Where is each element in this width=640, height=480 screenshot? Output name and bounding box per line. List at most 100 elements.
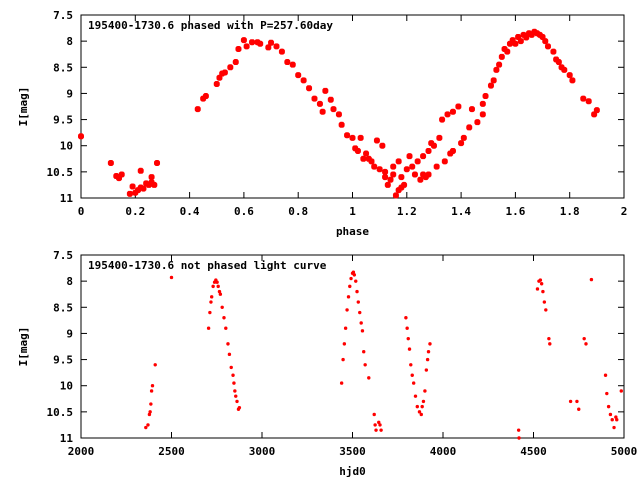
x-axis-label: hjd0 bbox=[339, 465, 366, 478]
unphased-light-curve-panel: 7.5 8 8.5 9 9.5 10 10.5 11 2000 2500 3000 3500 4000… bbox=[17, 249, 637, 478]
data-point bbox=[227, 64, 234, 71]
data-point bbox=[548, 342, 552, 346]
data-point bbox=[612, 425, 616, 430]
data-point bbox=[348, 284, 352, 289]
data-point bbox=[249, 39, 256, 46]
data-point bbox=[378, 423, 382, 427]
data-point bbox=[144, 425, 148, 430]
data-point bbox=[426, 350, 431, 354]
data-point bbox=[354, 147, 361, 154]
data-point bbox=[539, 282, 544, 286]
data-point bbox=[215, 280, 219, 284]
data-point bbox=[387, 176, 394, 183]
data-point bbox=[137, 167, 144, 174]
data-point bbox=[605, 391, 609, 396]
data-point bbox=[235, 45, 242, 53]
x-tick-label: 5000 bbox=[611, 445, 638, 458]
data-point bbox=[528, 31, 535, 38]
data-point bbox=[580, 95, 587, 102]
data-point bbox=[422, 174, 429, 181]
x-tick-label: 0.2 bbox=[125, 205, 145, 218]
y-tick-label: 8.5 bbox=[53, 301, 73, 314]
data-point bbox=[129, 183, 136, 190]
data-point bbox=[265, 44, 272, 51]
data-point bbox=[349, 276, 353, 281]
data-point bbox=[406, 336, 410, 341]
x-axis-ticks: 2000 2500 3000 3500 4000 4500 5000 bbox=[68, 255, 638, 458]
y-axis-label: I[mag] bbox=[17, 327, 30, 367]
data-point bbox=[415, 404, 419, 409]
data-point bbox=[593, 107, 600, 114]
data-point bbox=[206, 326, 211, 330]
data-point bbox=[233, 389, 237, 393]
chart-title: 195400-1730.6 not phased light curve bbox=[88, 259, 327, 272]
data-point bbox=[523, 34, 530, 41]
y-tick-label: 10 bbox=[60, 140, 73, 153]
data-point bbox=[209, 295, 214, 299]
data-point bbox=[357, 134, 364, 141]
data-point bbox=[352, 145, 359, 152]
data-point bbox=[232, 59, 239, 66]
x-tick-label: 4500 bbox=[520, 445, 547, 458]
data-point bbox=[209, 300, 213, 304]
data-point bbox=[373, 137, 380, 144]
x-tick-label: 1 bbox=[349, 205, 356, 218]
data-point bbox=[284, 59, 291, 66]
data-point bbox=[603, 373, 608, 377]
data-point bbox=[229, 365, 233, 370]
data-point bbox=[118, 171, 125, 178]
data-point bbox=[615, 418, 619, 422]
data-point bbox=[555, 59, 562, 66]
data-point bbox=[455, 103, 462, 110]
data-point bbox=[330, 106, 337, 113]
data-point bbox=[441, 158, 448, 165]
data-point bbox=[430, 142, 437, 149]
data-point bbox=[153, 159, 161, 166]
x-tick-label: 0.6 bbox=[234, 205, 254, 218]
y-tick-label: 9 bbox=[66, 327, 73, 340]
data-point bbox=[566, 72, 573, 79]
data-point bbox=[550, 48, 557, 55]
data-point bbox=[208, 310, 212, 315]
data-point bbox=[405, 326, 409, 330]
data-point bbox=[295, 72, 302, 79]
data-point bbox=[517, 38, 524, 45]
data-point bbox=[268, 39, 275, 46]
data-point bbox=[420, 153, 427, 160]
y-axis-ticks: 7.5 8 8.5 9 9.5 10 10.5 11 bbox=[47, 9, 624, 205]
data-point bbox=[345, 308, 349, 312]
data-point bbox=[428, 140, 435, 147]
data-point bbox=[582, 336, 586, 341]
data-point bbox=[425, 171, 432, 178]
data-point bbox=[390, 163, 397, 170]
data-point bbox=[424, 368, 429, 372]
data-point bbox=[398, 184, 405, 191]
data-point bbox=[392, 192, 399, 199]
y-axis-label: I[mag] bbox=[17, 87, 30, 127]
data-point bbox=[591, 111, 598, 118]
data-point bbox=[382, 174, 389, 181]
data-point bbox=[273, 43, 280, 50]
data-point bbox=[227, 352, 232, 357]
data-point bbox=[148, 179, 155, 186]
data-point bbox=[300, 77, 307, 84]
x-tick-label: 1.2 bbox=[397, 205, 417, 218]
data-point bbox=[235, 399, 239, 404]
data-point bbox=[376, 166, 383, 173]
data-point bbox=[352, 273, 357, 277]
data-point bbox=[367, 376, 371, 380]
data-point bbox=[395, 187, 402, 194]
data-point bbox=[278, 48, 285, 55]
y-tick-label: 9.5 bbox=[53, 354, 73, 367]
data-point bbox=[226, 342, 230, 346]
data-point bbox=[584, 342, 588, 346]
data-point bbox=[517, 436, 521, 440]
data-point bbox=[220, 305, 224, 309]
data-point bbox=[372, 412, 376, 417]
data-point bbox=[398, 174, 405, 181]
data-point bbox=[217, 289, 222, 294]
data-point bbox=[368, 158, 375, 165]
data-point bbox=[404, 316, 408, 320]
x-axis-ticks: 0 0.2 0.4 0.6 0.8 1 1.2 1.4 1.6 1.8 2 bbox=[78, 15, 627, 218]
data-point bbox=[498, 53, 505, 60]
